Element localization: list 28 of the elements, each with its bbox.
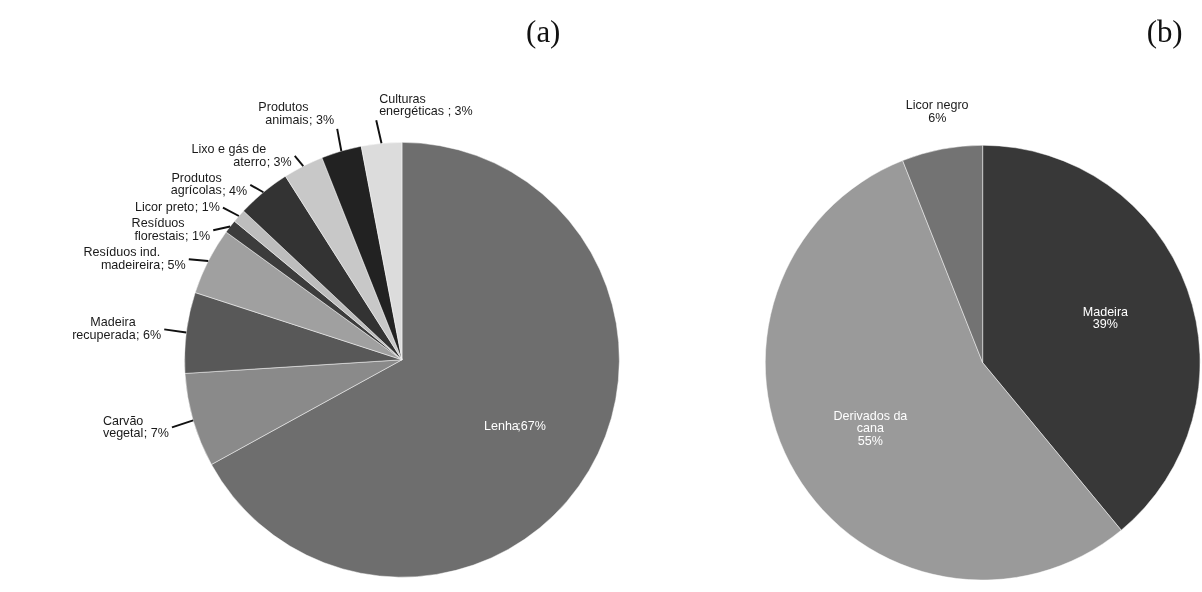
slice-label: Carvão vegetal (102, 413, 144, 441)
slice-label: Licor preto (135, 199, 195, 214)
data-label: ; 3% (447, 104, 473, 119)
slice-label: Derivados da cana (833, 408, 908, 436)
data-label: ; 4% (222, 183, 248, 198)
data-label: 39% (1092, 317, 1118, 332)
data-label: 6% (928, 110, 947, 125)
slice-label: Resíduos florestais (131, 216, 185, 243)
data-label: ;67% (517, 418, 546, 433)
slice-label: Lenha (483, 418, 519, 433)
data-label: ; 1% (194, 199, 220, 214)
data-label: ; 7% (143, 426, 169, 441)
slice-label: Produtos agrícolas (170, 170, 222, 198)
slice-label: Culturas energéticas (379, 91, 445, 119)
slice-label: Madeira recuperada (72, 315, 136, 343)
chart-title: (a) (526, 13, 561, 49)
slice-label: Madeira (1082, 304, 1129, 319)
slice-label: Lixo e gás de aterro (191, 141, 267, 169)
data-label: ; 6% (136, 328, 162, 343)
slice-label: Resíduos ind. madeireira (83, 245, 161, 272)
chart-title: (b) (1146, 13, 1183, 49)
data-label: ; 5% (160, 257, 186, 272)
slice-label: Licor negro (905, 97, 969, 112)
data-label: ; 3% (266, 154, 292, 169)
data-label: ; 1% (185, 228, 211, 243)
slice-label: Produtos animais (258, 100, 309, 127)
data-label: 55% (857, 434, 883, 449)
data-label: ; 3% (309, 112, 335, 127)
